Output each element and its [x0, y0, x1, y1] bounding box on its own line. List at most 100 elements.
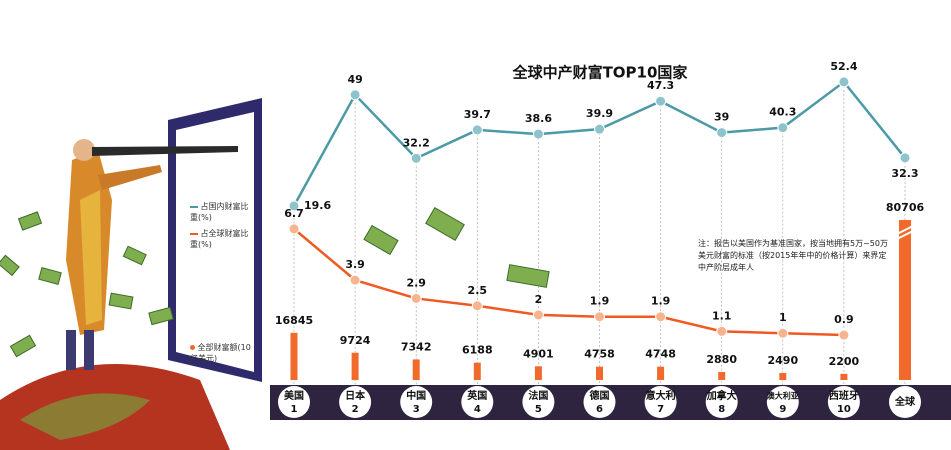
rank-label: 10 [837, 404, 851, 415]
point-value-label: 49 [347, 73, 362, 86]
point-value-label: 47.3 [647, 79, 674, 92]
legend-item: 占国内财富比重(%) [190, 201, 252, 223]
point-value-label: 2 [535, 293, 543, 306]
category-label: 德国 [589, 389, 610, 402]
illustration [0, 98, 550, 450]
bar-value-label: 2880 [706, 353, 737, 366]
category-label: 中国 [406, 389, 426, 402]
legend-item: 占全球财富比重(%) [190, 228, 252, 250]
bar-value-label: 2200 [829, 355, 860, 368]
series-point [716, 127, 728, 139]
legend-swatch [190, 232, 198, 235]
category-badge [766, 386, 799, 418]
category-badge [827, 386, 860, 418]
legend-swatch [190, 345, 195, 350]
legend-swatch [190, 205, 198, 208]
note: 注：报告以美国作为基准国家，按当地拥有5万~50万美元财富的标准（按2015年年… [698, 239, 888, 272]
series-point [288, 200, 300, 212]
series-point [471, 300, 483, 312]
point-value-label: 2.5 [468, 284, 488, 297]
category-label: 法国 [528, 389, 548, 402]
point-value-label: 1.1 [712, 309, 732, 322]
point-value-label: 0.9 [834, 313, 854, 326]
series-line [292, 80, 906, 207]
series-point [716, 325, 728, 337]
point-value-label: 39.9 [586, 107, 613, 120]
bar-value-label: 80706 [886, 201, 925, 214]
bar-value-label: 4758 [584, 348, 615, 361]
bar [899, 220, 911, 380]
point-value-label: 2.9 [406, 276, 426, 289]
category-badge [705, 386, 738, 418]
rank-label: 9 [779, 404, 786, 415]
series-point [838, 329, 850, 341]
series-point [899, 152, 911, 164]
point-value-label: 52.4 [830, 60, 857, 73]
rank-label: 6 [596, 404, 603, 415]
series-point [410, 292, 422, 304]
bar [718, 371, 726, 380]
series-point [532, 128, 544, 140]
point-value-label: 1.9 [651, 295, 671, 308]
series-point [594, 311, 605, 323]
bar-value-label: 4901 [523, 347, 554, 360]
category-label: 全球 [894, 395, 916, 408]
category-badge [339, 386, 372, 418]
point-value-label: 19.6 [304, 199, 331, 212]
category-label: 意大利 [646, 389, 676, 402]
category-label: 美国 [284, 389, 304, 402]
bar [534, 366, 542, 380]
series-point [777, 122, 789, 134]
rank-label: 5 [535, 404, 542, 415]
rank-label: 4 [474, 404, 481, 415]
series-point [471, 124, 483, 136]
category-label: 西班牙 [829, 389, 859, 402]
legend-label: 全部财富额(10亿美元) [190, 343, 251, 363]
point-value-label: 38.6 [525, 112, 552, 125]
axis-break [896, 225, 914, 240]
point-value-label: 3.9 [345, 258, 365, 271]
bar-value-label: 4748 [645, 348, 676, 361]
bar [657, 366, 665, 380]
series-point [655, 95, 667, 107]
point-value-label: 39.7 [464, 108, 491, 121]
series-point [655, 311, 667, 323]
category-badge [400, 386, 433, 418]
category-badge [461, 386, 494, 418]
rank-label: 2 [352, 404, 359, 415]
category-label: 日本 [345, 389, 366, 402]
category-badge [583, 386, 616, 418]
category-label: 加拿大 [706, 389, 737, 402]
point-value-label: 39 [714, 111, 729, 124]
bar [290, 332, 298, 380]
series-point [410, 152, 422, 164]
series-point [288, 223, 300, 235]
series-point [532, 309, 544, 321]
bar [412, 359, 420, 380]
bar-value-label: 9724 [340, 334, 371, 347]
category-badge [889, 386, 921, 418]
series-point [838, 76, 850, 88]
point-value-label: 40.3 [769, 106, 796, 119]
legend-item: 全部财富额(10亿美元) [190, 342, 252, 364]
point-value-label: 1.9 [590, 295, 610, 308]
bar-value-label: 16845 [275, 314, 313, 327]
chart-title: 全球中产财富TOP10国家 [512, 64, 688, 82]
point-value-label: 32.3 [891, 167, 918, 180]
legend-label: 占国内财富比重(%) [190, 202, 249, 222]
rank-label: 1 [291, 404, 298, 415]
rank-label: 7 [657, 404, 664, 415]
point-value-label: 1 [779, 311, 787, 324]
series-line [293, 227, 844, 337]
rank-label: 8 [718, 404, 725, 415]
bar [351, 352, 359, 380]
series-point [777, 327, 789, 339]
category-badge [522, 386, 555, 418]
bar [840, 373, 848, 380]
series-point [349, 274, 361, 286]
point-value-label: 32.2 [403, 136, 430, 149]
legend-label: 占全球财富比重(%) [190, 229, 249, 249]
category-label: 英国 [466, 389, 487, 402]
